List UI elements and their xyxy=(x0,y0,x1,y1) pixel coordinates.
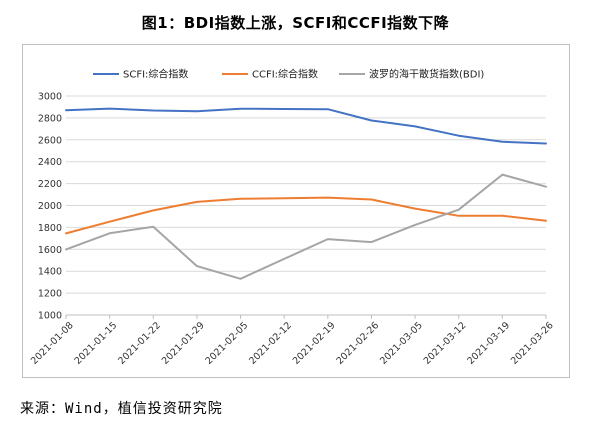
y-tick-label: 1000 xyxy=(38,311,62,322)
y-tick-label: 2600 xyxy=(38,135,62,146)
x-tick-label: 2021-02-12 xyxy=(247,320,294,367)
x-tick-label: 2021-03-05 xyxy=(378,320,425,367)
y-tick-label: 1200 xyxy=(38,289,62,300)
y-tick-label: 2400 xyxy=(38,157,62,168)
series-line-3 xyxy=(65,173,547,280)
y-tick-label: 2200 xyxy=(38,179,62,190)
legend-label: CCFI:综合指数 xyxy=(252,68,318,81)
legend-label: 波罗的海干散货指数(BDI) xyxy=(369,68,484,81)
y-tick-label: 1800 xyxy=(38,223,62,234)
chart-title: 图1：BDI指数上涨，SCFI和CCFI指数下降 xyxy=(141,14,450,32)
source-note: 来源：Wind，植信投资研究院 xyxy=(20,401,223,417)
x-tick-label: 2021-03-26 xyxy=(509,320,556,367)
x-tick-label: 2021-01-08 xyxy=(29,320,76,367)
x-tick-label: 2021-02-26 xyxy=(334,320,381,367)
x-tick-label: 2021-01-22 xyxy=(116,320,163,367)
y-tick-label: 1600 xyxy=(38,245,62,256)
x-tick-label: 2021-02-05 xyxy=(204,320,251,367)
series-line-1 xyxy=(65,107,547,145)
x-tick-label: 2021-03-19 xyxy=(465,320,512,367)
chart-frame xyxy=(22,44,570,378)
series-line-2 xyxy=(65,196,547,235)
x-tick-label: 2021-02-19 xyxy=(291,320,338,367)
y-tick-label: 2800 xyxy=(38,113,62,124)
x-tick-label: 2021-03-12 xyxy=(422,320,469,367)
x-tick-label: 2021-01-29 xyxy=(160,320,207,367)
y-tick-label: 2000 xyxy=(38,201,62,212)
y-tick-label: 1400 xyxy=(38,267,62,278)
x-tick-label: 2021-01-15 xyxy=(73,320,120,367)
legend-label: SCFI:综合指数 xyxy=(123,68,188,81)
y-tick-label: 3000 xyxy=(38,92,62,103)
